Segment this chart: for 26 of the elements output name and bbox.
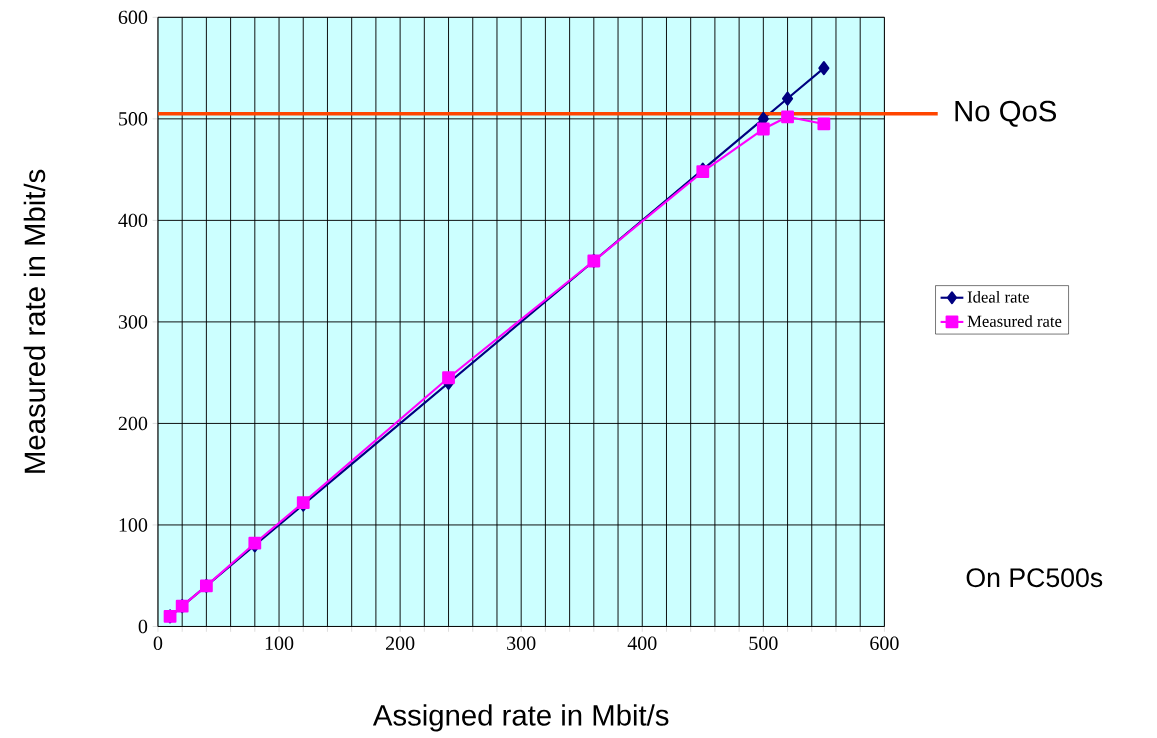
x-tick-label: 600 — [870, 636, 899, 650]
x-tick-label: 300 — [507, 636, 536, 650]
y-axis-title: Measured rate in Mbit/s — [23, 169, 46, 473]
ref-line-label: No QoS — [955, 100, 1057, 127]
x-tick-label: 0 — [153, 636, 163, 650]
x-tick-label: 500 — [749, 636, 778, 650]
point — [818, 60, 830, 75]
y-tick-label: 500 — [119, 111, 148, 126]
y-tick-label: 300 — [118, 314, 148, 329]
x-tick-label: 100 — [265, 636, 294, 650]
point — [756, 122, 770, 136]
y-tick-label: 400 — [118, 213, 148, 227]
x-tick-label: 400 — [627, 636, 657, 650]
y-tick-label: 600 — [118, 10, 148, 24]
legend-label: Measured rate — [967, 314, 1062, 327]
point — [817, 117, 831, 131]
y-tick-label: 100 — [119, 517, 148, 532]
y-tick-label: 200 — [118, 416, 148, 430]
point — [781, 110, 794, 123]
point — [781, 91, 794, 106]
legend-label: Ideal rate — [967, 290, 1029, 303]
point — [442, 371, 455, 384]
x-tick-label: 200 — [385, 636, 415, 650]
text: On PC500s — [966, 568, 1103, 587]
y-tick-label: 0 — [138, 619, 148, 633]
x-axis-title: Assigned rate in Mbit/s — [372, 703, 669, 732]
